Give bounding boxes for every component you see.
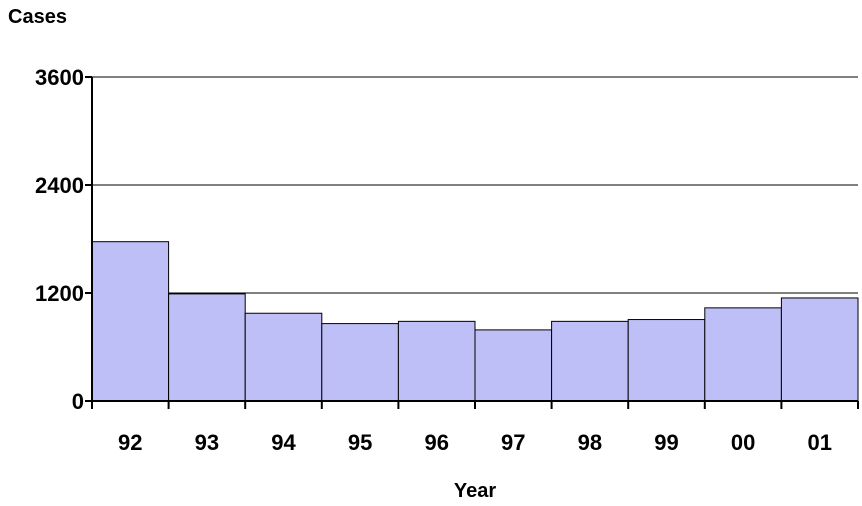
x-tick-label: 96 bbox=[424, 430, 448, 455]
x-tick-label: 99 bbox=[654, 430, 678, 455]
x-tick-label: 97 bbox=[501, 430, 525, 455]
bar-97 bbox=[474, 329, 553, 402]
axes bbox=[85, 76, 859, 409]
x-axis-title: Year bbox=[454, 480, 496, 502]
y-tick-label: 2400 bbox=[35, 173, 84, 198]
y-tick-label: 1200 bbox=[35, 281, 84, 306]
y-tick-label: 3600 bbox=[35, 65, 84, 90]
bar-99 bbox=[627, 319, 706, 402]
bars bbox=[91, 241, 859, 402]
bar-94 bbox=[244, 312, 323, 402]
x-tick-label: 98 bbox=[578, 430, 602, 455]
bar-92 bbox=[91, 241, 170, 402]
x-tick-label: 93 bbox=[195, 430, 219, 455]
x-tick-label: 00 bbox=[731, 430, 755, 455]
bar-00 bbox=[704, 307, 782, 402]
y-tick-label: 0 bbox=[72, 389, 84, 414]
x-tick-label: 95 bbox=[348, 430, 372, 455]
x-tick-label: 92 bbox=[118, 430, 142, 455]
y-axis-title: Cases bbox=[8, 6, 67, 28]
bar-01 bbox=[780, 297, 859, 402]
y-tick-labels: 0 1200 2400 3600 bbox=[35, 65, 84, 414]
bar-93 bbox=[168, 293, 246, 402]
gridlines bbox=[92, 76, 858, 294]
bar-96 bbox=[397, 320, 476, 402]
bar-98 bbox=[551, 320, 629, 402]
x-tick-label: 94 bbox=[271, 430, 296, 455]
x-tick-labels: 92 93 94 95 96 97 98 99 00 01 bbox=[118, 430, 832, 455]
x-tick-label: 01 bbox=[807, 430, 831, 455]
bar-95 bbox=[321, 323, 399, 402]
